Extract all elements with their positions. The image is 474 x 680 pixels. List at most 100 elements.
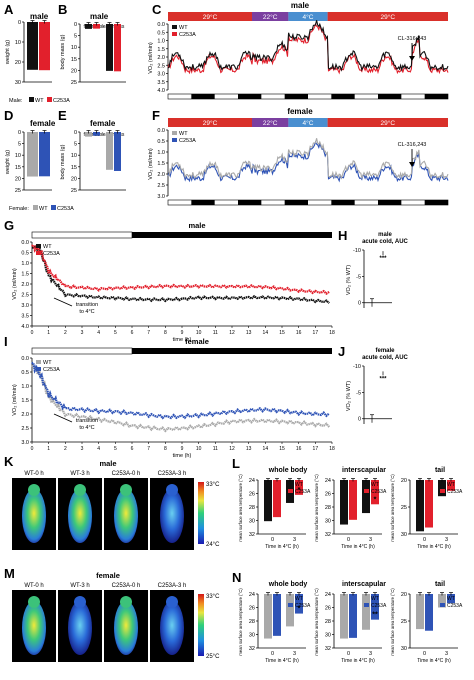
panel-c-ytick-label: 3.5 (157, 80, 165, 86)
panel-c-dark-phase (191, 94, 215, 99)
panel-e-ytick-label: 5 (74, 142, 77, 148)
panel-k-image-label: WT-3 h (70, 471, 89, 477)
panel-n-0-ytick-label: 24 (249, 592, 255, 598)
panel-c-ytick-label: 4.0 (157, 88, 165, 94)
panel-k-mouse-thermal (22, 489, 46, 543)
panel-l-bar-wt (340, 480, 348, 525)
panel-m-mouse-thermal (114, 601, 138, 655)
panel-n-bar-c253a (447, 594, 455, 604)
panel-g-dark-phase (132, 232, 332, 238)
panel-g-xtick-label: 18 (329, 330, 335, 336)
panel-g-ytick-label: 4.0 (21, 324, 29, 330)
panel-c-dark-phase (378, 94, 402, 99)
panel-c-ytick-label: 0.5 (157, 30, 165, 36)
panel-n-bar-c253a (371, 594, 379, 620)
panel-f-dark-phase (284, 200, 308, 205)
panel-n-legend-wt: WT (371, 596, 379, 602)
panel-d-title: female (30, 119, 56, 128)
panel-g-ytick-label: 3.5 (21, 314, 29, 320)
panel-l-2-ytick-label: 20 (401, 478, 407, 484)
bar-c253a-weight-female (39, 132, 50, 177)
panel-k-image-label: WT-0 h (24, 471, 43, 477)
panel-l-2-ytick-label: 30 (401, 532, 407, 538)
panel-i-xtick-label: 12 (229, 446, 235, 452)
panel-f-legend-c253a: C253A (179, 138, 196, 144)
panel-i-xtick-label: 10 (196, 446, 202, 452)
panel-g-xlabel: time (h) (173, 337, 192, 343)
panel-c-ytick-label: 1.0 (157, 39, 165, 45)
panel-c-temp-label: 29°C (203, 13, 218, 21)
bar-wt-fat (85, 24, 92, 29)
panel-i-xtick-label: 15 (279, 446, 285, 452)
panel-f-ytick-label: 0.5 (157, 139, 165, 145)
panel-i-xtick-label: 16 (296, 446, 302, 452)
panel-h-ytick-label: 0 (358, 301, 361, 307)
panel-c-temp-label: 4°C (303, 13, 314, 21)
panel-a-ytick-label: 30 (15, 80, 21, 86)
panel-n-bar-wt (340, 594, 348, 639)
panel-i-xtick-label: 18 (329, 446, 335, 452)
panel-f-ytick-label: 2.5 (157, 183, 165, 189)
panel-h-title: male (378, 232, 392, 238)
panel-i-legend-swatch-wt (36, 360, 41, 364)
panel-n-1-ytick-label: 32 (325, 646, 331, 652)
panel-f-temp-seg (168, 118, 252, 127)
panel-g-xtick-label: 15 (279, 330, 285, 336)
panel-l-xtick-label: 0 (271, 537, 274, 543)
panel-letter-h: H (338, 228, 347, 243)
panel-k-image-label: C253A-3 h (158, 471, 187, 477)
panel-n-bar-wt (438, 594, 446, 608)
panel-c-ytick-label: 1.5 (157, 47, 165, 53)
panel-c-legend-swatch-wt (172, 25, 177, 29)
panel-i-xtick-label: 8 (164, 446, 167, 452)
panel-n-bar-wt (286, 594, 294, 627)
panel-i-arrow (53, 413, 73, 423)
panel-g-xtick-label: 16 (296, 330, 302, 336)
panel-i-xtick-label: 3 (81, 446, 84, 452)
panel-l-1-ytick-label: 32 (325, 532, 331, 538)
panel-g-xtick-label: 3 (81, 330, 84, 336)
panel-g-xtick-label: 4 (97, 330, 100, 336)
panel-f-temp-seg (327, 118, 448, 127)
panel-i-legend-swatch-c253a (36, 367, 41, 371)
panel-a-title: male (30, 12, 49, 21)
panel-h-ytick-label: -5 (356, 274, 361, 280)
panel-m-title: female (96, 571, 120, 580)
panel-i-xtick-label: 11 (213, 446, 218, 452)
panel-l-legend-swatch-c253a (440, 489, 445, 493)
panel-f-dark-phase (331, 200, 355, 205)
panel-letter-n: N (232, 570, 241, 585)
panel-c-dark-phase (284, 94, 308, 99)
panel-k-scale-top: 33°C (206, 482, 220, 488)
panel-g-xtick-label: 14 (263, 330, 269, 336)
panel-i-xtick-label: 14 (263, 446, 269, 452)
panel-c-arrowhead (409, 56, 415, 61)
panel-n-xtick-label: 3 (445, 651, 448, 657)
panel-e-ylabel: body mass (g) (60, 144, 66, 179)
legend-label-c253a: C253A (53, 98, 70, 104)
panel-n-0-ytick-label: 26 (249, 606, 255, 612)
panel-f-ylabel: VO₂ (ml/min) (148, 148, 154, 180)
panel-l-xlabel: Time in 4°C (h) (341, 544, 375, 550)
panel-d-legend-prefix: Female: (9, 206, 29, 212)
panel-n-0-ytick-label: 32 (249, 646, 255, 652)
panel-f-temp-seg (288, 118, 328, 127)
panel-c-ylabel: VO₂ (ml/min) (148, 42, 154, 74)
panel-n-bar-c253a (273, 594, 281, 636)
panel-i-xtick-label: 9 (181, 446, 184, 452)
panel-g-xtick-label: 12 (229, 330, 235, 336)
panel-l-subtitle: interscapular (342, 467, 386, 474)
panel-n-xlabel: Time in 4°C (h) (417, 658, 451, 664)
bar-wt-lean (106, 24, 113, 71)
panel-m-image-label: C253A-3 h (158, 583, 187, 589)
panel-l-legend-wt: WT (447, 482, 455, 488)
panel-f-ytick-label: 3.0 (157, 194, 165, 200)
panel-n-legend-c253a: C253A (447, 603, 463, 609)
panel-g-xtick-label: 17 (313, 330, 319, 336)
legend-swatch-c253a (47, 97, 52, 102)
panel-l-1-ytick-label: 30 (325, 519, 331, 525)
panel-h-subtitle: acute cold, AUC (362, 239, 408, 245)
panel-g-xtick-label: 10 (196, 330, 202, 336)
panel-i-ytick-label: 0.0 (21, 356, 29, 362)
panel-n-2-ytick-label: 30 (401, 646, 407, 652)
